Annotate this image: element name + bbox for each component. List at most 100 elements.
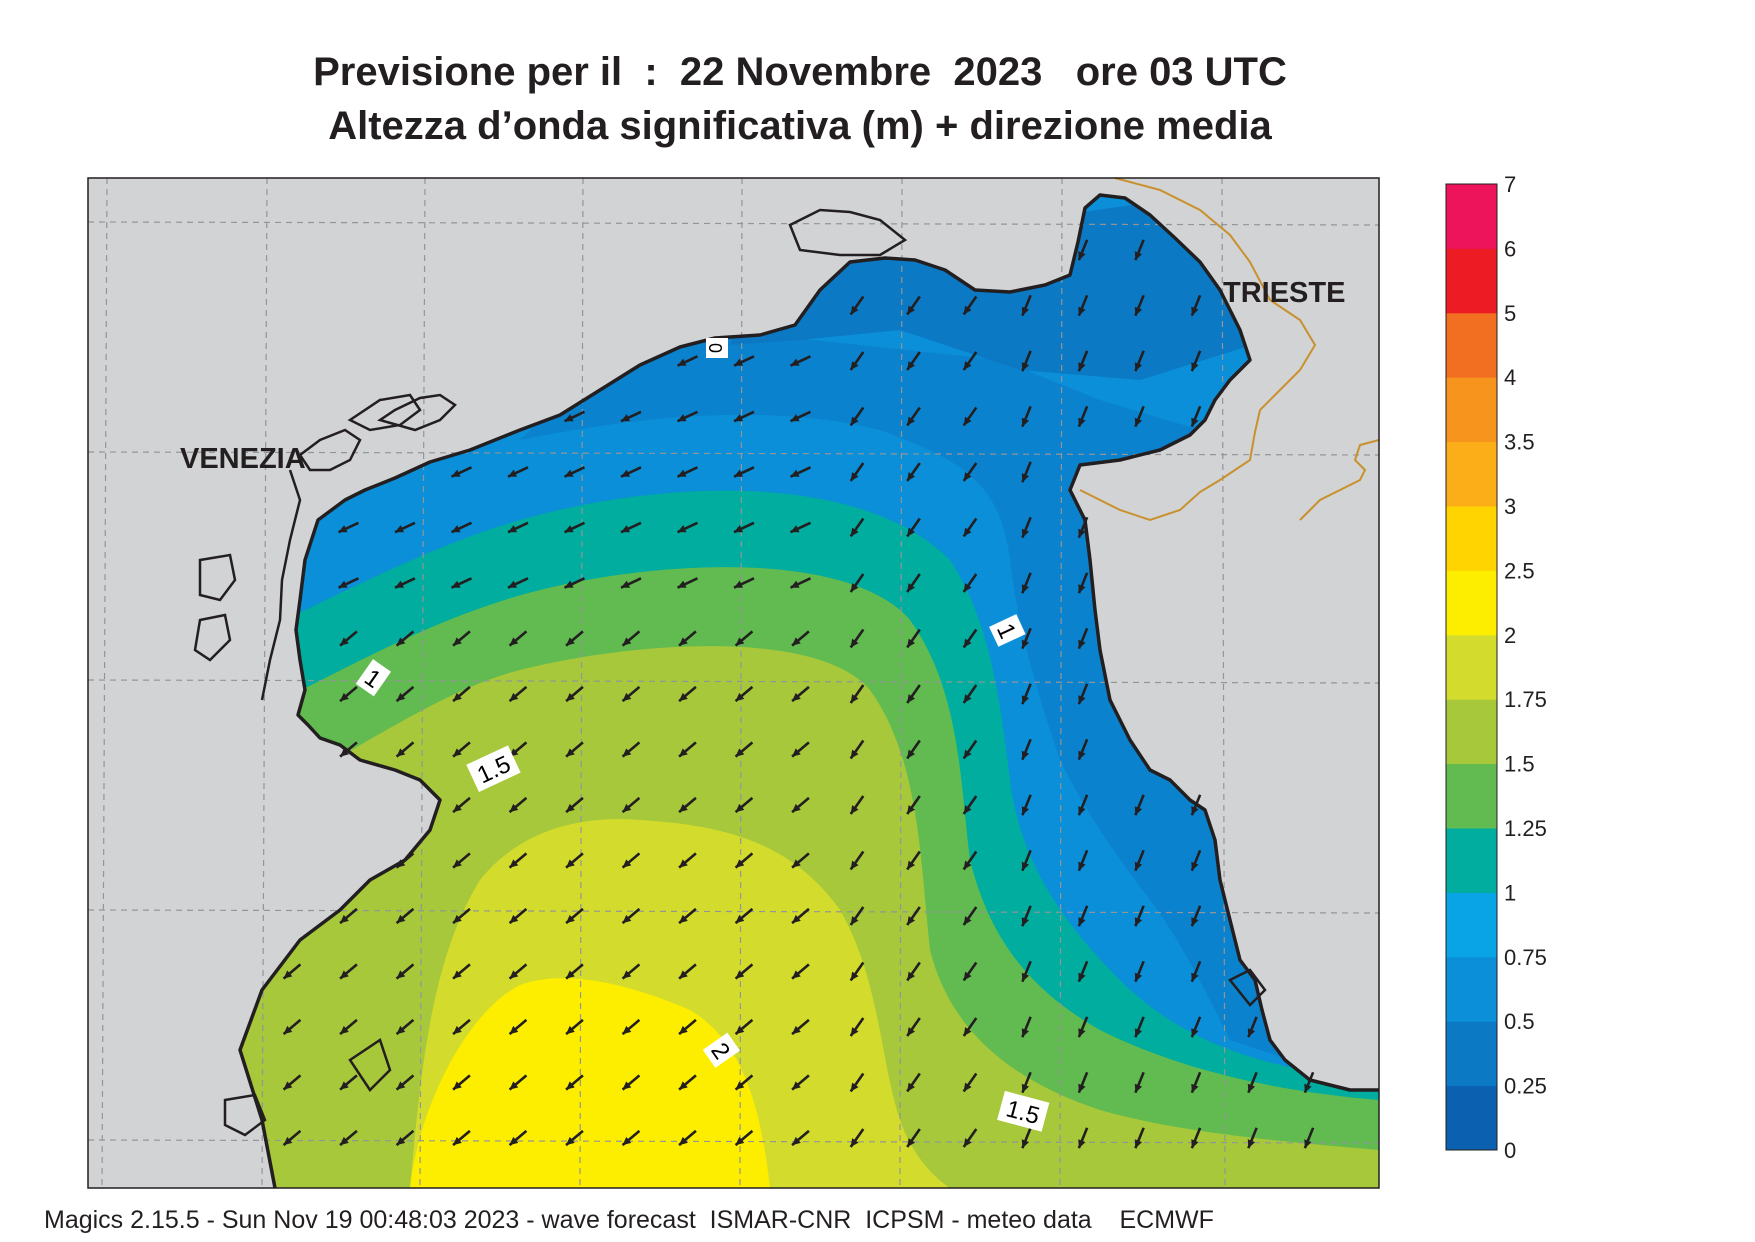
direction-arrow — [1134, 1016, 1145, 1038]
direction-arrow — [339, 1129, 358, 1147]
direction-arrow — [1077, 516, 1089, 539]
direction-arrow — [1134, 239, 1145, 261]
direction-arrow — [1021, 405, 1032, 428]
direction-arrow — [789, 355, 812, 367]
direction-arrow — [1134, 350, 1145, 372]
direction-arrow — [962, 628, 978, 649]
direction-arrow — [906, 295, 921, 316]
direction-arrow — [849, 850, 865, 871]
direction-arrow — [452, 907, 471, 925]
direction-arrow — [734, 1129, 754, 1147]
direction-arrow — [962, 795, 978, 815]
direction-arrow — [791, 796, 810, 814]
direction-arrow — [1247, 1071, 1258, 1094]
direction-arrow — [621, 796, 641, 814]
direction-arrow — [508, 1129, 528, 1147]
direction-arrow — [734, 1074, 754, 1091]
direction-arrow — [906, 517, 921, 538]
direction-arrow — [395, 630, 415, 647]
direction-arrow — [678, 796, 697, 814]
legend-swatch — [1446, 248, 1497, 314]
direction-arrow — [678, 852, 697, 869]
direction-arrow — [395, 685, 415, 703]
direction-arrow — [1190, 405, 1202, 428]
direction-arrow — [337, 577, 360, 589]
direction-arrow — [1247, 1016, 1258, 1038]
direction-arrow — [962, 1017, 978, 1037]
direction-arrow — [452, 630, 471, 647]
coastline — [238, 193, 1379, 1189]
direction-arrow — [906, 406, 921, 427]
direction-arrow — [565, 796, 584, 814]
direction-arrow — [734, 852, 754, 869]
direction-arrow — [962, 295, 978, 316]
direction-arrow — [452, 852, 471, 869]
direction-arrow — [620, 577, 642, 589]
direction-arrow — [1134, 905, 1145, 927]
direction-arrow — [906, 1072, 921, 1093]
legend-label: 1 — [1504, 880, 1516, 905]
direction-arrow — [962, 462, 978, 482]
direction-arrow — [906, 850, 921, 871]
direction-arrow — [395, 963, 415, 980]
direction-arrow — [1134, 849, 1145, 872]
direction-arrow — [791, 963, 810, 980]
direction-arrow — [1021, 461, 1032, 483]
direction-arrow — [394, 521, 416, 534]
direction-arrow — [849, 739, 865, 760]
direction-arrow — [1190, 905, 1202, 927]
direction-arrow — [906, 462, 921, 482]
legend-swatch — [1446, 312, 1497, 378]
direction-arrow — [339, 685, 358, 703]
legend-swatches — [1446, 184, 1497, 1151]
direction-arrow — [962, 573, 978, 593]
direction-arrow — [508, 796, 528, 814]
direction-arrow — [1077, 627, 1089, 650]
direction-arrow — [678, 630, 697, 647]
legend-label: 1.25 — [1504, 816, 1547, 841]
direction-arrow — [1077, 239, 1089, 261]
direction-arrow — [1021, 794, 1032, 816]
direction-arrow — [1303, 1071, 1315, 1094]
mean-direction-arrows — [282, 239, 1315, 1149]
legend-label: 1.75 — [1504, 687, 1547, 712]
legend-label: 7 — [1504, 172, 1516, 197]
direction-arrow — [395, 741, 415, 758]
direction-arrow — [1021, 1016, 1032, 1038]
direction-arrow — [450, 577, 473, 589]
city-label-trieste: TRIESTE — [1223, 277, 1345, 309]
legend-swatch — [1446, 956, 1497, 1022]
direction-arrow — [1190, 960, 1202, 983]
direction-arrow — [906, 628, 921, 649]
direction-arrow — [1021, 738, 1032, 761]
direction-arrow — [621, 1018, 641, 1036]
legend-label: 0.75 — [1504, 945, 1547, 970]
direction-arrow — [620, 466, 642, 478]
legend-swatch — [1446, 1085, 1497, 1151]
direction-arrow — [1077, 572, 1089, 594]
direction-arrow — [849, 295, 865, 316]
legend-swatch — [1446, 634, 1497, 700]
direction-arrow — [1021, 849, 1032, 872]
direction-arrow — [337, 521, 360, 534]
direction-arrow — [508, 907, 528, 925]
direction-arrow — [962, 850, 978, 871]
legend-label: 0.25 — [1504, 1074, 1547, 1099]
direction-arrow — [1134, 794, 1145, 816]
legend-label: 3 — [1504, 494, 1516, 519]
direction-arrow — [849, 462, 865, 482]
direction-arrow — [1077, 1071, 1089, 1094]
direction-arrow — [452, 1129, 471, 1147]
direction-arrow — [1134, 960, 1145, 983]
direction-arrow — [734, 630, 754, 647]
direction-arrow — [1077, 849, 1089, 872]
direction-arrow — [1077, 738, 1089, 761]
legend-label: 5 — [1504, 301, 1516, 326]
direction-arrow — [962, 351, 978, 371]
direction-arrow — [1021, 905, 1032, 927]
legend-swatch — [1446, 506, 1497, 571]
direction-arrow — [621, 685, 641, 703]
direction-arrow — [1077, 905, 1089, 927]
direction-arrow — [1077, 294, 1089, 317]
direction-arrow — [282, 1129, 302, 1147]
